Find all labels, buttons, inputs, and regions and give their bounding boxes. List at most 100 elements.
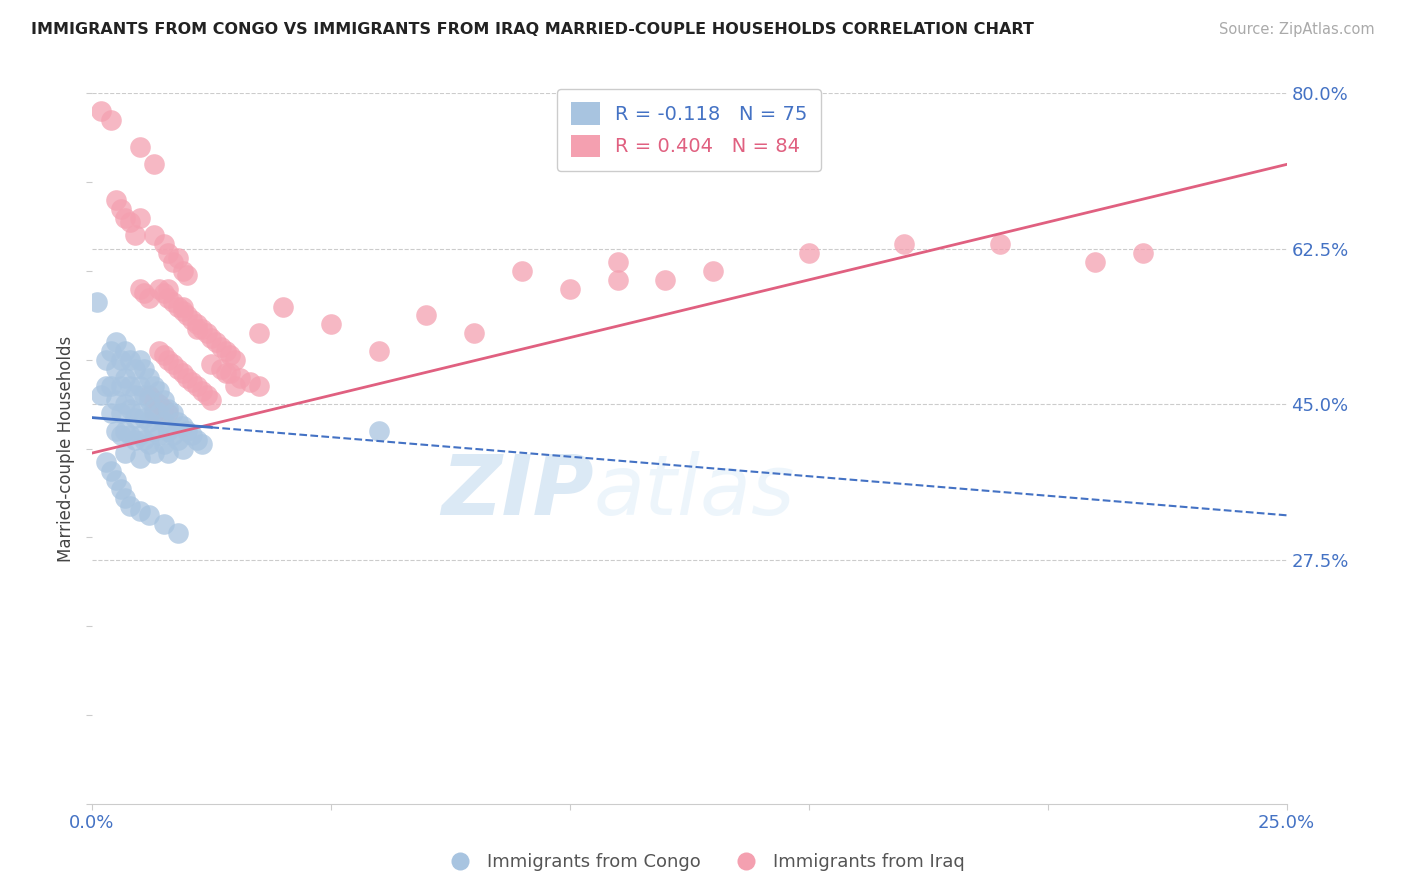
- Point: [238, 375, 260, 389]
- Point: [367, 424, 389, 438]
- Point: [128, 504, 150, 518]
- Point: [319, 318, 342, 332]
- Point: [104, 392, 127, 407]
- Point: [104, 193, 127, 207]
- Point: [104, 361, 127, 376]
- Point: [191, 437, 214, 451]
- Point: [128, 139, 150, 153]
- Point: [209, 361, 232, 376]
- Point: [124, 361, 146, 376]
- Point: [195, 326, 218, 341]
- Text: IMMIGRANTS FROM CONGO VS IMMIGRANTS FROM IRAQ MARRIED-COUPLE HOUSEHOLDS CORRELAT: IMMIGRANTS FROM CONGO VS IMMIGRANTS FROM…: [31, 22, 1033, 37]
- Point: [167, 361, 190, 376]
- Point: [114, 211, 136, 225]
- Point: [120, 379, 142, 393]
- Point: [114, 491, 136, 505]
- Point: [214, 366, 236, 380]
- Point: [128, 282, 150, 296]
- Point: [195, 388, 218, 402]
- Point: [86, 295, 108, 310]
- Legend: R = -0.118   N = 75, R = 0.404   N = 84: R = -0.118 N = 75, R = 0.404 N = 84: [557, 89, 821, 170]
- Point: [152, 237, 174, 252]
- Point: [558, 282, 581, 296]
- Point: [104, 424, 127, 438]
- Point: [100, 379, 122, 393]
- Text: atlas: atlas: [593, 450, 796, 532]
- Point: [205, 334, 228, 349]
- Point: [110, 202, 132, 216]
- Point: [167, 433, 190, 447]
- Point: [186, 433, 208, 447]
- Point: [172, 264, 194, 278]
- Point: [124, 433, 146, 447]
- Point: [200, 357, 222, 371]
- Point: [114, 397, 136, 411]
- Point: [138, 370, 160, 384]
- Point: [110, 428, 132, 442]
- Point: [162, 295, 184, 310]
- Point: [128, 406, 150, 420]
- Point: [606, 273, 628, 287]
- Point: [167, 526, 190, 541]
- Point: [124, 410, 146, 425]
- Point: [128, 352, 150, 367]
- Point: [172, 304, 194, 318]
- Point: [247, 326, 270, 341]
- Point: [181, 375, 204, 389]
- Point: [157, 282, 180, 296]
- Point: [157, 246, 180, 260]
- Point: [162, 357, 184, 371]
- Text: ZIP: ZIP: [441, 450, 593, 532]
- Point: [224, 379, 246, 393]
- Point: [152, 286, 174, 301]
- Point: [167, 300, 190, 314]
- Point: [148, 406, 170, 420]
- Point: [134, 433, 156, 447]
- Point: [191, 384, 214, 398]
- Point: [152, 348, 174, 362]
- Y-axis label: Married-couple Households: Married-couple Households: [58, 335, 75, 562]
- Point: [138, 392, 160, 407]
- Point: [143, 392, 166, 407]
- Point: [157, 424, 180, 438]
- Point: [167, 251, 190, 265]
- Point: [186, 318, 208, 332]
- Point: [463, 326, 485, 341]
- Point: [797, 246, 820, 260]
- Point: [148, 428, 170, 442]
- Point: [134, 361, 156, 376]
- Point: [120, 401, 142, 416]
- Text: Source: ZipAtlas.com: Source: ZipAtlas.com: [1219, 22, 1375, 37]
- Point: [181, 313, 204, 327]
- Point: [172, 442, 194, 456]
- Point: [143, 379, 166, 393]
- Point: [114, 343, 136, 358]
- Point: [219, 348, 242, 362]
- Point: [120, 428, 142, 442]
- Point: [110, 406, 132, 420]
- Point: [143, 401, 166, 416]
- Point: [654, 273, 676, 287]
- Point: [152, 392, 174, 407]
- Point: [157, 291, 180, 305]
- Point: [988, 237, 1011, 252]
- Point: [157, 446, 180, 460]
- Point: [120, 215, 142, 229]
- Point: [209, 339, 232, 353]
- Point: [100, 113, 122, 128]
- Point: [181, 428, 204, 442]
- Point: [191, 322, 214, 336]
- Point: [186, 379, 208, 393]
- Point: [114, 424, 136, 438]
- Point: [219, 366, 242, 380]
- Point: [138, 508, 160, 523]
- Point: [157, 401, 180, 416]
- Point: [157, 352, 180, 367]
- Point: [128, 211, 150, 225]
- Point: [128, 379, 150, 393]
- Point: [120, 352, 142, 367]
- Point: [152, 401, 174, 416]
- Point: [172, 366, 194, 380]
- Point: [271, 300, 294, 314]
- Point: [176, 268, 198, 283]
